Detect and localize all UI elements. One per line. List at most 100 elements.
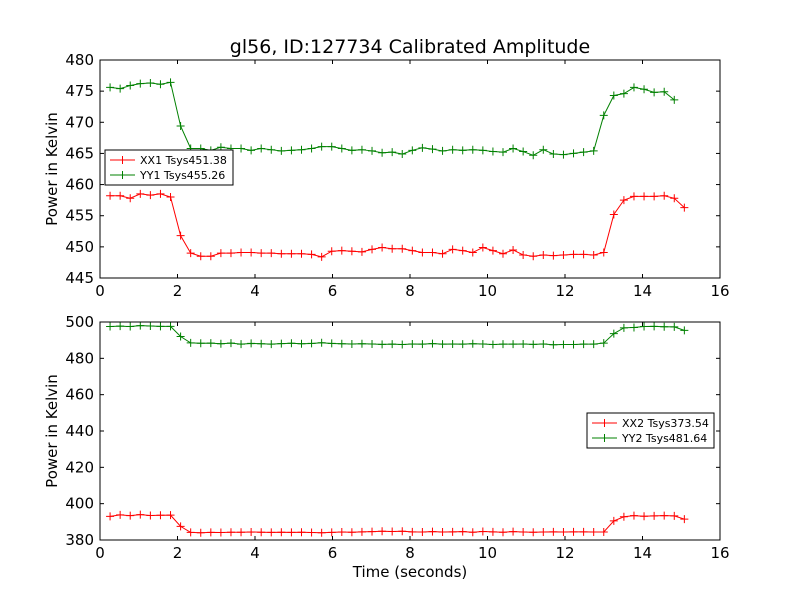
data-point-marker <box>499 340 507 349</box>
data-point-marker <box>267 145 276 154</box>
data-point-marker <box>549 251 558 260</box>
data-point-marker <box>277 528 286 537</box>
data-point-marker <box>247 248 256 257</box>
data-point-marker <box>418 248 427 257</box>
data-point-marker <box>287 528 296 537</box>
data-point-marker <box>317 528 326 537</box>
data-point-marker <box>549 150 558 159</box>
data-point-marker <box>116 191 125 200</box>
x-tick-label: 14 <box>633 282 652 300</box>
data-point-marker <box>116 84 125 93</box>
data-point-marker <box>237 340 246 349</box>
data-point-marker <box>539 339 548 348</box>
data-point-marker <box>408 527 417 536</box>
data-point-marker <box>357 527 366 536</box>
x-tick-label: 8 <box>405 282 415 300</box>
data-point-marker <box>509 340 518 349</box>
data-point-marker <box>398 527 407 536</box>
data-point-marker <box>579 148 588 157</box>
data-point-marker <box>468 248 477 257</box>
data-point-marker <box>237 248 246 257</box>
x-tick-label: 2 <box>173 282 183 300</box>
data-point-marker <box>609 329 618 338</box>
data-point-marker <box>478 146 487 155</box>
legend: XX2 Tsys373.54 YY2 Tsys481.64 <box>586 412 715 449</box>
data-point-marker <box>660 511 669 520</box>
data-point-marker <box>166 322 175 331</box>
data-point-marker <box>317 338 326 347</box>
y-tick-label: 380 <box>65 531 94 549</box>
data-point-marker <box>106 191 115 200</box>
data-point-marker <box>619 196 628 205</box>
data-point-marker <box>196 252 205 261</box>
data-point-marker <box>629 83 638 92</box>
data-point-marker <box>186 338 195 347</box>
data-point-marker <box>509 144 518 153</box>
data-point-marker <box>176 522 185 531</box>
legend-entry-label: YY2 Tsys481.64 <box>621 432 707 445</box>
data-point-marker <box>337 144 346 153</box>
data-point-marker <box>196 528 205 537</box>
data-point-marker <box>569 527 578 536</box>
data-point-marker <box>126 322 135 331</box>
data-point-marker <box>368 339 377 348</box>
data-point-marker <box>680 203 689 212</box>
data-point-marker <box>529 252 538 261</box>
data-point-marker <box>559 150 568 159</box>
data-point-marker <box>357 339 366 348</box>
data-point-marker <box>650 511 659 520</box>
data-point-marker <box>216 339 225 348</box>
data-point-marker <box>247 146 256 155</box>
data-point-marker <box>136 321 145 330</box>
data-point-marker <box>347 146 356 155</box>
data-point-marker <box>368 146 377 155</box>
legend-entry-label: XX2 Tsys373.54 <box>622 417 709 430</box>
data-point-marker <box>186 528 195 537</box>
data-point-marker <box>670 511 679 520</box>
data-point-marker <box>660 191 669 200</box>
data-point-marker <box>327 247 336 256</box>
data-point-marker <box>297 145 306 154</box>
data-point-marker <box>287 146 296 155</box>
x-tick-label: 10 <box>478 282 497 300</box>
data-point-marker <box>307 250 316 259</box>
data-point-marker <box>619 89 628 98</box>
data-point-marker <box>559 528 568 537</box>
data-point-marker <box>529 340 538 349</box>
data-point-marker <box>347 247 356 256</box>
x-tick-label: 14 <box>633 544 652 562</box>
data-point-marker <box>307 339 316 348</box>
data-point-marker <box>196 339 205 348</box>
data-point-marker <box>529 151 538 160</box>
y-tick-label: 400 <box>65 495 94 513</box>
data-point-marker <box>569 149 578 158</box>
x-tick-label: 0 <box>95 544 105 562</box>
data-point-marker <box>438 340 447 349</box>
data-point-marker <box>629 511 638 520</box>
data-point-marker <box>388 148 397 157</box>
data-point-marker <box>257 249 266 258</box>
y-tick-label: 500 <box>65 313 94 331</box>
data-point-marker <box>398 340 407 349</box>
data-point-marker <box>509 245 518 254</box>
data-point-marker <box>589 146 598 155</box>
x-tick-label: 16 <box>710 282 729 300</box>
y-tick-label: 475 <box>65 82 94 100</box>
data-point-marker <box>106 512 115 521</box>
data-point-marker <box>317 142 326 151</box>
data-point-marker <box>378 340 387 349</box>
data-point-marker <box>680 326 689 335</box>
data-point-marker <box>277 146 286 155</box>
data-point-marker <box>660 87 669 96</box>
data-point-marker <box>619 323 628 332</box>
data-point-marker <box>126 194 135 203</box>
data-point-marker <box>257 339 266 348</box>
data-point-marker <box>267 249 276 258</box>
data-point-marker <box>126 511 135 520</box>
data-point-marker <box>307 528 316 537</box>
data-point-marker <box>347 528 356 537</box>
data-point-marker <box>559 250 568 259</box>
data-point-marker <box>609 210 618 219</box>
data-point-marker <box>106 83 115 92</box>
data-point-marker <box>146 79 155 88</box>
